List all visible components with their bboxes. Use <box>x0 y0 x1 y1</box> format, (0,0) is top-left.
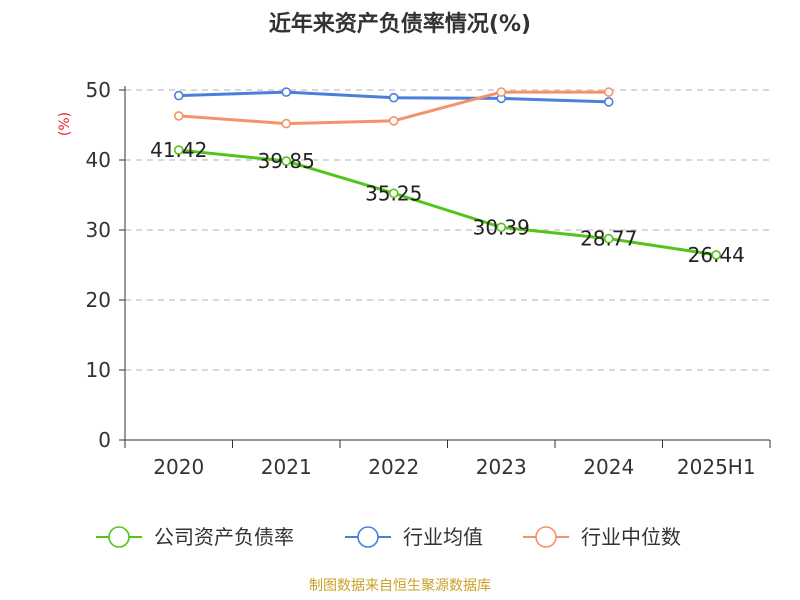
data-point <box>388 116 399 126</box>
data-label: 30.39 <box>473 215 530 239</box>
data-point <box>388 188 399 199</box>
legend-item[interactable]: 行业均值 <box>345 525 483 549</box>
data-point <box>603 233 614 244</box>
x-tick-label: 2020 <box>153 455 204 479</box>
legend-item[interactable]: 公司资产负债率 <box>96 525 294 549</box>
data-point <box>496 222 507 233</box>
legend-swatch-marker <box>357 526 379 548</box>
y-tick-label: 40 <box>86 148 111 172</box>
data-point <box>603 87 614 97</box>
data-point <box>173 111 184 121</box>
axes: 0 10 20 30 40 50 2020 2021 2022 2023 2024 2025H1 <box>86 78 771 479</box>
x-tick-label: 2023 <box>476 455 527 479</box>
data-labels: 41.42 39.85 35.25 30.39 28.77 26.44 <box>150 138 745 267</box>
legend: 公司资产负债率 行业均值 行业中位数 <box>96 525 681 549</box>
grid <box>125 89 770 371</box>
y-tick-label: 0 <box>98 428 111 452</box>
y-axis-label: (%) <box>57 112 73 136</box>
data-point <box>281 118 292 129</box>
data-point <box>711 250 722 260</box>
data-point <box>173 145 184 155</box>
legend-swatch-marker <box>108 526 130 548</box>
source-note: 制图数据来自恒生聚源数据库 <box>309 578 491 594</box>
series <box>173 87 722 260</box>
data-point <box>281 156 292 166</box>
legend-label: 行业中位数 <box>581 525 681 549</box>
x-tick-label: 2022 <box>368 455 419 479</box>
data-point <box>388 92 399 103</box>
x-tick-label: 2024 <box>583 455 634 479</box>
series-line <box>178 148 717 257</box>
data-label: 41.42 <box>150 138 207 162</box>
data-point <box>173 90 184 101</box>
data-label: 26.44 <box>688 243 745 267</box>
data-label: 28.77 <box>580 227 637 251</box>
data-point <box>603 97 614 107</box>
y-tick-label: 50 <box>86 78 111 102</box>
data-point <box>281 87 292 97</box>
chart-title: 近年来资产负债率情况(%) <box>269 11 531 37</box>
legend-swatch-marker <box>535 526 557 548</box>
data-label: 39.85 <box>258 149 315 173</box>
data-label: 35.25 <box>365 181 422 205</box>
legend-label: 行业均值 <box>403 525 483 549</box>
x-tick-label: 2021 <box>261 455 312 479</box>
y-tick-label: 10 <box>86 358 111 382</box>
data-point <box>496 87 507 97</box>
y-tick-label: 30 <box>86 218 111 242</box>
legend-label: 公司资产负债率 <box>154 525 294 549</box>
legend-item[interactable]: 行业中位数 <box>523 525 681 549</box>
x-tick-label: 2025H1 <box>677 455 756 479</box>
y-tick-label: 20 <box>86 288 111 312</box>
